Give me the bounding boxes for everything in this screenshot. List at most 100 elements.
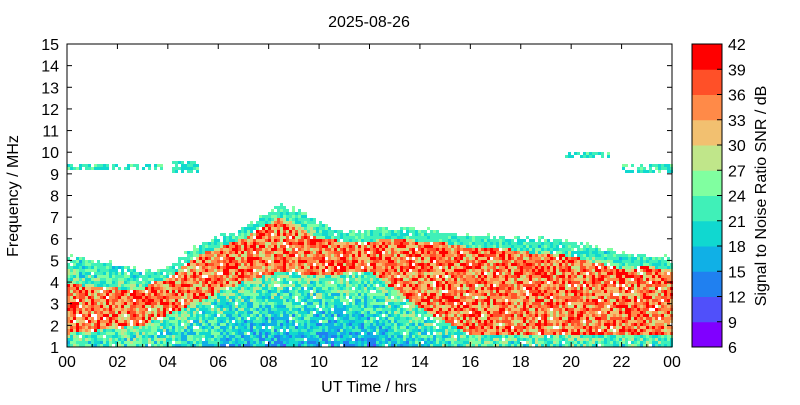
heatmap-cell [250,254,253,257]
heatmap-cell [217,248,220,251]
heatmap-cell [370,230,373,233]
heatmap-cell [412,323,415,326]
heatmap-cell [193,305,196,308]
heatmap-cell [475,302,478,305]
heatmap-cell [262,293,265,296]
heatmap-cell [250,293,253,296]
heatmap-cell [313,269,316,272]
heatmap-cell [424,302,427,305]
heatmap-cell [325,251,328,254]
heatmap-cell [145,314,148,317]
heatmap-cell [313,314,316,317]
heatmap-cell [403,281,406,284]
heatmap-cell [466,296,469,299]
heatmap-cell [355,269,358,272]
heatmap-cell [115,335,118,338]
heatmap-cell [481,284,484,287]
heatmap-cell [172,302,175,305]
heatmap-cell [316,335,319,338]
heatmap-cell [313,272,316,275]
heatmap-cell [463,299,466,302]
heatmap-cell [418,335,421,338]
heatmap-cell [322,296,325,299]
heatmap-cell [412,299,415,302]
heatmap-cell [265,317,268,320]
heatmap-cell [280,323,283,326]
heatmap-cell [109,278,112,281]
heatmap-cell [262,338,265,341]
heatmap-cell [475,263,478,266]
heatmap-cell [286,326,289,329]
heatmap-cell [475,239,478,242]
heatmap-cell [172,329,175,332]
heatmap-cell [400,233,403,236]
heatmap-cell [478,239,481,242]
heatmap-cell [271,314,274,317]
heatmap-cell [193,287,196,290]
heatmap-cell [226,302,229,305]
heatmap-cell [127,278,130,281]
heatmap-cell [469,287,472,290]
heatmap-cell [361,299,364,302]
heatmap-cell [448,320,451,323]
heatmap-cell [355,251,358,254]
heatmap-cell [214,254,217,257]
heatmap-cell [358,233,361,236]
heatmap-cell [298,239,301,242]
heatmap-cell [112,323,115,326]
heatmap-cell [202,278,205,281]
heatmap-cell [343,281,346,284]
heatmap-cell [418,323,421,326]
heatmap-cell [340,326,343,329]
heatmap-cell [232,233,235,236]
heatmap-cell [454,239,457,242]
heatmap-cell [331,269,334,272]
heatmap-cell [181,326,184,329]
heatmap-cell [214,239,217,242]
heatmap-cell [433,308,436,311]
heatmap-cell [283,239,286,242]
heatmap-cell [343,317,346,320]
heatmap-cell [253,266,256,269]
heatmap-cell [325,323,328,326]
heatmap-cell [148,311,151,314]
heatmap-cell [439,233,442,236]
heatmap-cell [313,254,316,257]
heatmap-cell [484,329,487,332]
heatmap-cell [271,248,274,251]
heatmap-cell [478,296,481,299]
heatmap-cell [220,287,223,290]
heatmap-cell [265,278,268,281]
heatmap-cell [481,266,484,269]
heatmap-cell [229,260,232,263]
heatmap-cell [409,308,412,311]
heatmap-cell [424,293,427,296]
heatmap-cell [382,257,385,260]
heatmap-cell [127,308,130,311]
heatmap-cell [298,227,301,230]
heatmap-cell [244,269,247,272]
heatmap-cell [412,281,415,284]
heatmap-cell [358,278,361,281]
heatmap-cell [127,293,130,296]
heatmap-cell [244,338,247,341]
heatmap-cell [412,332,415,335]
heatmap-cell [190,323,193,326]
heatmap-cell [262,290,265,293]
heatmap-cell [265,329,268,332]
heatmap-cell [364,245,367,248]
heatmap-cell [406,242,409,245]
heatmap-cell [421,323,424,326]
heatmap-cell [388,290,391,293]
heatmap-cell [256,284,259,287]
heatmap-cell [442,278,445,281]
heatmap-cell [163,293,166,296]
heatmap-cell [85,302,88,305]
heatmap-cell [328,242,331,245]
heatmap-cell [202,314,205,317]
heatmap-cell [484,326,487,329]
heatmap-cell [475,251,478,254]
heatmap-cell [325,272,328,275]
heatmap-cell [280,296,283,299]
heatmap-cell [298,233,301,236]
